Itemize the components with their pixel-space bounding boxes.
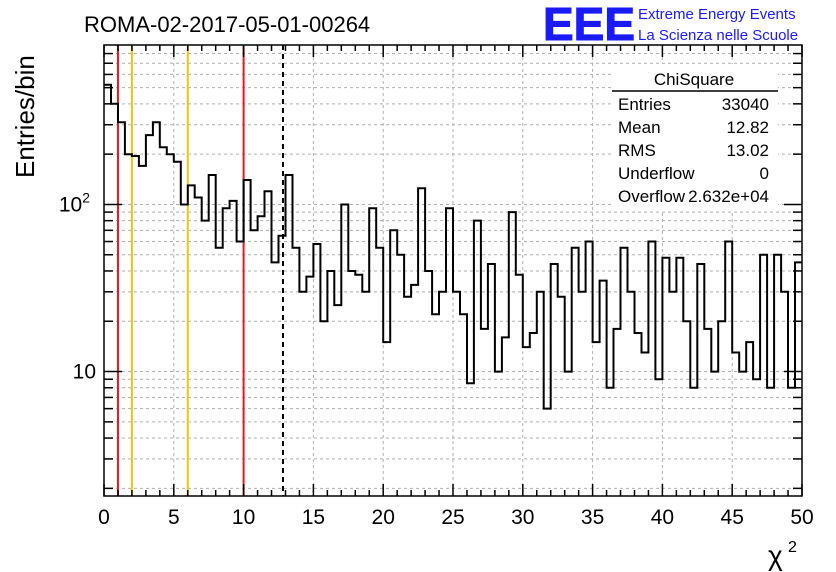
x-tick-label: 40 <box>651 506 674 529</box>
stats-overflow-value: 2.632e+04 <box>688 187 769 206</box>
stats-underflow-value: 0 <box>760 164 769 183</box>
y-tick-label: 10 <box>73 361 96 384</box>
y-tick-label: 102 <box>59 189 90 216</box>
x-axis-label-sup: 2 <box>788 539 797 556</box>
x-axis-title: χ 2 <box>768 539 797 571</box>
y-tick-labels: 10 102 <box>59 189 96 383</box>
x-axis-label: χ <box>768 540 783 571</box>
stats-overflow-name: Overflow <box>618 187 686 206</box>
x-tick-label: 35 <box>581 506 604 529</box>
x-tick-label: 30 <box>511 506 534 529</box>
logo-mark: EEE <box>543 0 635 50</box>
stats-rms-value: 13.02 <box>726 141 769 160</box>
stats-box: ChiSquare Entries 33040 Mean 12.82 RMS 1… <box>612 64 778 210</box>
x-tick-label: 10 <box>232 506 255 529</box>
stats-mean-value: 12.82 <box>726 118 769 137</box>
run-title: ROMA-02-2017-05-01-00264 <box>84 12 370 37</box>
x-tick-label: 50 <box>790 506 813 529</box>
x-tick-labels: 0 5 10 15 20 25 30 35 40 45 50 <box>98 506 814 529</box>
stats-mean-name: Mean <box>618 118 661 137</box>
y-axis-title: Entries/bin <box>10 55 40 178</box>
stats-underflow-name: Underflow <box>618 164 695 183</box>
eee-logo: EEE Extreme Energy Events La Scienza nel… <box>543 0 799 51</box>
logo-line2: La Scienza nelle Scuole <box>638 27 798 44</box>
x-tick-label: 25 <box>441 506 464 529</box>
y-axis-label: Entries/bin <box>10 55 40 178</box>
stats-title: ChiSquare <box>654 70 734 89</box>
stats-rms-name: RMS <box>618 141 656 160</box>
x-tick-label: 45 <box>721 506 744 529</box>
stats-entries-value: 33040 <box>722 95 769 114</box>
logo-line1: Extreme Energy Events <box>638 6 796 23</box>
x-tick-label: 0 <box>98 506 110 529</box>
stats-box-background <box>612 64 778 210</box>
x-tick-label: 15 <box>302 506 325 529</box>
axis-ticks <box>103 45 803 496</box>
histogram-series-line <box>104 83 802 410</box>
x-tick-label: 5 <box>168 506 180 529</box>
stats-entries-name: Entries <box>618 95 671 114</box>
x-tick-label: 20 <box>372 506 395 529</box>
